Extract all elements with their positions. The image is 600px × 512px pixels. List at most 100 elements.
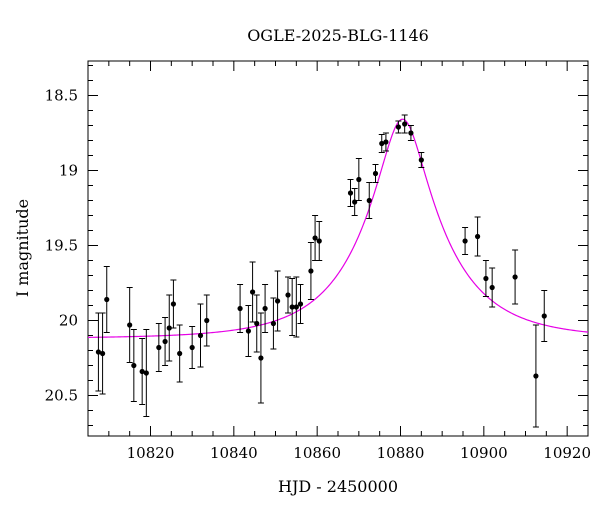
data-point — [189, 326, 196, 369]
data-point — [293, 276, 300, 338]
point-marker — [372, 170, 379, 177]
data-point — [462, 227, 469, 255]
data-point — [285, 276, 291, 314]
point-marker — [104, 296, 110, 303]
point-marker — [462, 238, 468, 244]
point-marker — [297, 301, 304, 307]
point-marker — [254, 320, 260, 327]
data-points-layer — [95, 114, 548, 428]
plot-frame — [87, 60, 589, 437]
data-point — [249, 261, 256, 323]
data-point — [297, 284, 304, 324]
y-tick-label: 20 — [59, 312, 78, 330]
data-point — [237, 284, 244, 333]
data-point — [482, 260, 489, 297]
point-marker — [270, 320, 277, 327]
data-point — [253, 294, 260, 353]
point-marker — [156, 344, 162, 351]
data-point — [316, 221, 323, 261]
point-marker — [356, 176, 362, 183]
point-marker — [237, 305, 243, 312]
data-point — [170, 279, 177, 329]
data-point — [395, 120, 402, 134]
data-point — [197, 303, 204, 368]
data-point — [307, 242, 314, 300]
y-tick-label: 18.5 — [45, 87, 78, 105]
x-axis-title: HJD - 2450000 — [278, 477, 398, 496]
point-marker — [402, 121, 408, 127]
point-marker — [383, 139, 389, 145]
data-point — [139, 338, 146, 405]
point-marker — [308, 268, 314, 274]
data-point — [270, 297, 277, 350]
point-marker — [189, 344, 195, 351]
point-marker — [177, 350, 183, 357]
point-marker — [170, 301, 177, 307]
x-tick-label: 10880 — [377, 444, 425, 462]
point-marker — [408, 130, 414, 136]
data-point — [289, 278, 296, 336]
point-marker — [262, 305, 268, 312]
data-point — [382, 132, 389, 152]
point-marker — [127, 322, 133, 328]
data-point — [407, 125, 414, 141]
point-marker — [418, 157, 424, 163]
data-point — [372, 164, 379, 183]
data-point — [143, 329, 150, 417]
point-marker — [474, 233, 481, 240]
point-marker — [143, 370, 149, 376]
data-point — [312, 215, 319, 261]
point-marker — [316, 238, 322, 244]
point-marker — [533, 373, 539, 379]
data-point — [274, 270, 281, 332]
point-marker — [395, 124, 402, 130]
point-marker — [293, 304, 299, 310]
data-point — [99, 312, 106, 395]
point-marker — [162, 338, 168, 345]
y-tick-label: 19 — [59, 162, 78, 180]
x-tick-label: 10820 — [127, 444, 175, 462]
x-tick-label: 10840 — [210, 444, 258, 462]
data-point — [203, 294, 210, 347]
data-point — [257, 312, 264, 404]
data-point — [95, 312, 102, 392]
point-marker — [512, 274, 518, 280]
data-point — [245, 305, 252, 357]
point-marker — [166, 325, 172, 331]
chart-title: OGLE-2025-BLG-1146 — [247, 26, 429, 45]
data-point — [262, 284, 269, 333]
data-point — [512, 249, 519, 305]
point-marker — [245, 328, 252, 334]
point-marker — [197, 332, 204, 339]
data-point — [489, 267, 496, 308]
y-tick-label: 20.5 — [45, 387, 78, 405]
point-marker — [131, 362, 137, 369]
data-point — [532, 324, 539, 428]
point-marker — [483, 275, 489, 282]
data-point — [378, 134, 385, 153]
x-tick-label: 10860 — [293, 444, 341, 462]
x-tick-label: 10900 — [460, 444, 508, 462]
point-marker — [379, 140, 385, 147]
tick-labels: 10820 10840 10860 10880 10900 10920 18.5 19 19.5… — [45, 87, 591, 463]
point-marker — [95, 349, 102, 355]
point-marker — [274, 298, 281, 304]
data-point — [474, 216, 481, 257]
data-point — [401, 114, 408, 134]
point-marker — [285, 292, 291, 298]
y-tick-label: 19.5 — [45, 237, 78, 255]
point-marker — [139, 368, 145, 375]
data-point — [541, 290, 548, 342]
y-axis-title: I magnitude — [13, 199, 32, 297]
axis-ticks — [88, 61, 589, 436]
point-marker — [312, 235, 318, 241]
point-marker — [249, 289, 256, 295]
data-point — [166, 294, 173, 362]
point-marker — [204, 317, 210, 324]
point-marker — [258, 355, 264, 361]
data-point — [355, 158, 362, 201]
point-marker — [347, 190, 354, 196]
data-point — [155, 323, 162, 372]
data-point — [418, 152, 425, 168]
